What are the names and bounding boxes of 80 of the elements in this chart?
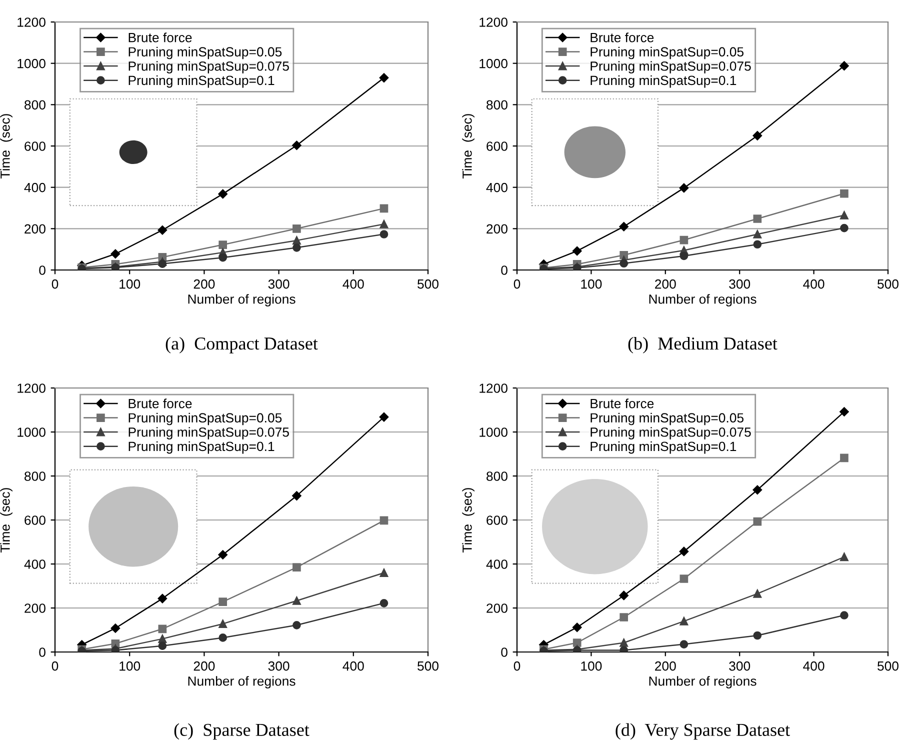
y-tick-label: 400	[24, 182, 46, 192]
y-tick-label: 1200	[18, 384, 46, 393]
y-tick-label: 400	[24, 560, 46, 569]
legend-label: Pruning minSpatSup=0.075	[590, 427, 751, 440]
y-tick-label: 600	[486, 516, 508, 525]
x-tick-label: 400	[342, 661, 364, 671]
y-tick-label: 600	[24, 516, 46, 525]
x-tick-label: 500	[418, 661, 438, 671]
y-tick-label: 1200	[480, 384, 508, 393]
x-tick-label: 0	[514, 661, 520, 671]
x-tick-label: 100	[581, 661, 602, 671]
x-axis-title: Number of regions	[649, 294, 756, 306]
y-tick-label: 400	[486, 182, 508, 192]
x-tick-label: 100	[120, 661, 140, 671]
y-tick-label: 200	[24, 224, 46, 234]
y-tick-label: 600	[24, 142, 46, 151]
legend-label: Pruning minSpatSup=0.1	[590, 441, 736, 454]
x-tick-label: 500	[418, 279, 438, 289]
legend-label: Brute force	[590, 32, 654, 42]
text: (c) Sparse Dataset	[174, 723, 310, 740]
x-tick-label: 400	[803, 279, 824, 289]
x-tick-label: 200	[194, 661, 215, 671]
text: (a) Compact Dataset	[166, 336, 318, 354]
text: (d) Very Sparse Dataset	[616, 723, 790, 740]
x-tick-label: 500	[878, 279, 898, 289]
y-tick-label: 800	[486, 100, 508, 110]
y-tick-label: 1200	[480, 18, 508, 27]
y-tick-label: 0	[39, 648, 46, 657]
x-tick-label: 0	[514, 279, 520, 289]
legend-label: Pruning minSpatSup=0.1	[128, 75, 274, 88]
y-axis-title: Time (sec)	[0, 488, 12, 552]
y-tick-label: 200	[486, 224, 508, 234]
x-tick-label: 300	[268, 279, 290, 289]
x-tick-label: 200	[655, 279, 676, 289]
x-tick-label: 0	[52, 279, 58, 289]
y-tick-label: 800	[24, 472, 46, 481]
y-tick-label: 1000	[480, 428, 508, 437]
y-axis-title: Time (sec)	[462, 114, 474, 178]
y-tick-label: 600	[486, 142, 508, 151]
legend-label: Pruning minSpatSup=0.1	[128, 441, 274, 454]
y-axis-title: Time (sec)	[462, 488, 474, 552]
text: (b) Medium Dataset	[628, 336, 778, 354]
y-tick-label: 0	[501, 648, 508, 657]
y-axis-title: Time (sec)	[0, 114, 12, 178]
x-tick-label: 500	[878, 661, 898, 671]
y-tick-label: 0	[39, 266, 46, 275]
legend-label: Brute force	[128, 32, 192, 42]
x-tick-label: 0	[52, 661, 58, 671]
legend-label: Pruning minSpatSup=0.075	[128, 61, 289, 74]
legend-label: Pruning minSpatSup=0.05	[128, 46, 282, 60]
y-tick-label: 200	[24, 604, 46, 613]
x-tick-label: 100	[120, 279, 140, 289]
legend-label: Pruning minSpatSup=0.075	[128, 427, 289, 440]
y-tick-label: 800	[24, 100, 46, 110]
y-tick-label: 400	[486, 560, 508, 569]
y-tick-label: 0	[501, 266, 508, 275]
y-tick-label: 1000	[18, 428, 46, 437]
legend-label: Pruning minSpatSup=0.1	[590, 75, 736, 88]
x-tick-label: 100	[581, 279, 602, 289]
legend-label: Pruning minSpatSup=0.05	[590, 412, 744, 426]
x-tick-label: 300	[729, 661, 750, 671]
x-axis-title: Number of regions	[188, 676, 296, 688]
y-tick-label: 1200	[18, 18, 46, 27]
x-tick-label: 300	[729, 279, 750, 289]
x-axis-title: Number of regions	[188, 294, 296, 306]
legend-label: Pruning minSpatSup=0.075	[590, 61, 751, 74]
x-tick-label: 400	[342, 279, 364, 289]
x-tick-label: 300	[268, 661, 290, 671]
x-tick-label: 200	[655, 661, 676, 671]
x-axis-title: Number of regions	[649, 676, 756, 688]
y-tick-label: 800	[486, 472, 508, 481]
x-tick-label: 400	[803, 661, 824, 671]
legend-label: Brute force	[590, 398, 654, 408]
y-tick-label: 200	[486, 604, 508, 613]
y-tick-label: 1000	[480, 58, 508, 68]
y-tick-label: 1000	[18, 58, 46, 68]
legend-label: Pruning minSpatSup=0.05	[128, 412, 282, 426]
legend-label: Brute force	[128, 398, 192, 408]
x-tick-label: 200	[194, 279, 215, 289]
legend-label: Pruning minSpatSup=0.05	[590, 46, 744, 60]
